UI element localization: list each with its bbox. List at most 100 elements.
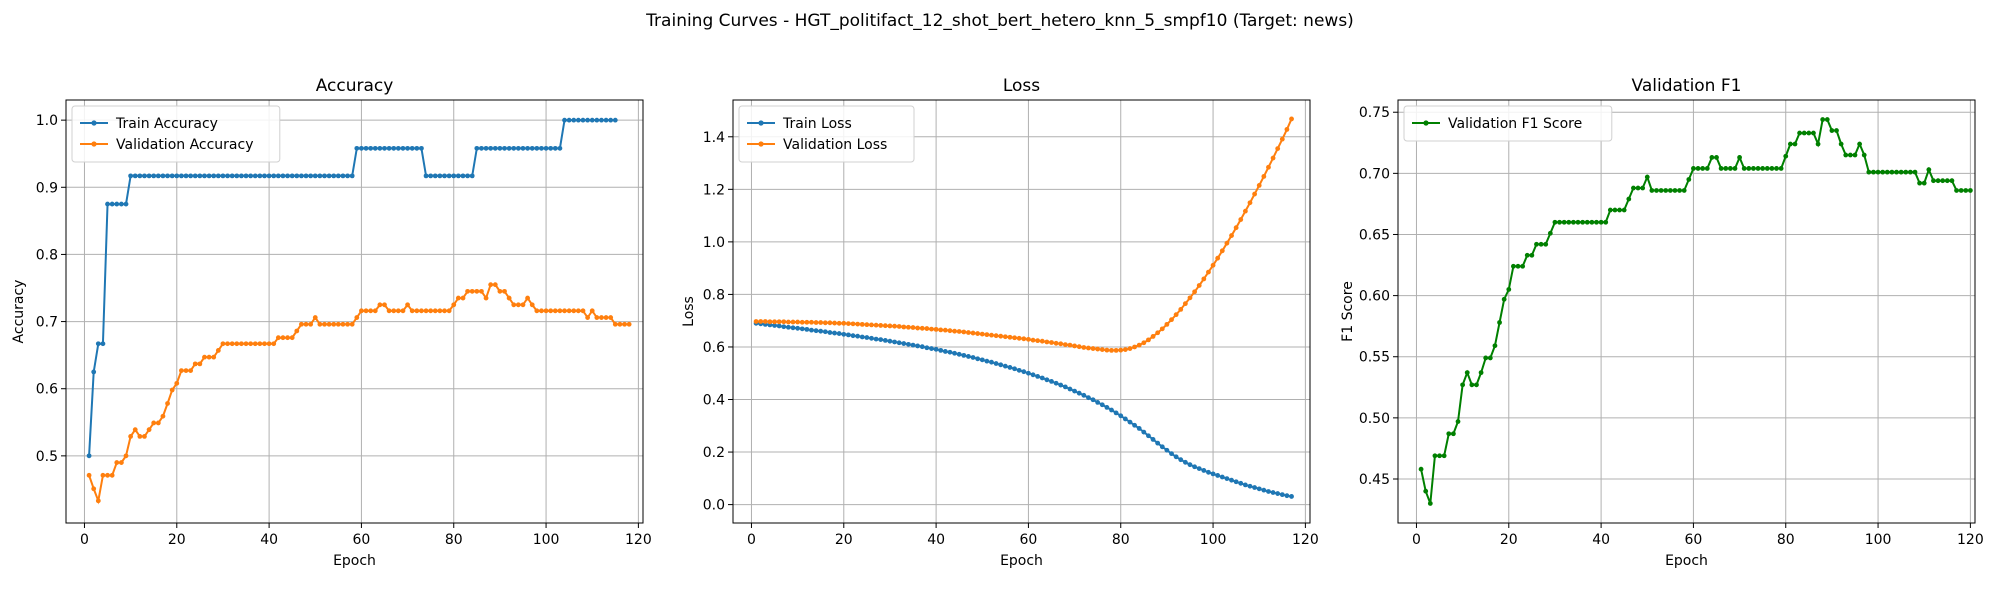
data-point <box>850 333 856 339</box>
data-point <box>377 145 383 151</box>
data-point <box>109 472 115 478</box>
legend: Train Accuracy Validation Accuracy <box>71 105 281 163</box>
data-point <box>511 302 517 308</box>
x-tick-label: 80 <box>445 532 463 548</box>
x-tick-label: 20 <box>835 532 853 548</box>
data-point <box>575 308 581 314</box>
y-tick-label: 0.6 <box>703 340 725 356</box>
data-point <box>114 201 120 207</box>
data-point <box>1917 180 1923 186</box>
data-point <box>622 321 627 327</box>
data-point <box>966 330 971 335</box>
data-point <box>1672 188 1678 193</box>
data-point <box>160 173 166 179</box>
data-point <box>543 145 549 151</box>
data-point <box>317 321 323 327</box>
y-tick-label: 0.9 <box>36 180 58 196</box>
data-point <box>919 344 925 350</box>
data-point <box>1233 225 1239 231</box>
data-point <box>566 308 572 314</box>
data-point <box>827 320 833 326</box>
data-point <box>989 332 994 338</box>
data-point <box>1755 166 1761 171</box>
data-point <box>1806 130 1812 136</box>
data-point <box>248 341 254 347</box>
data-point <box>993 361 999 366</box>
data-point <box>1021 336 1027 342</box>
data-point <box>1035 374 1041 379</box>
data-point <box>1159 326 1165 332</box>
data-point <box>372 308 378 314</box>
data-point <box>795 325 801 331</box>
data-point <box>603 315 609 320</box>
data-point <box>1667 188 1673 193</box>
data-point <box>1284 493 1290 499</box>
x-tick-label: 40 <box>260 532 278 548</box>
data-point <box>1099 347 1105 352</box>
data-point <box>1931 178 1936 184</box>
data-point <box>1834 128 1839 133</box>
data-point <box>1926 167 1932 173</box>
data-point <box>1256 182 1262 188</box>
data-point <box>442 173 447 179</box>
data-point <box>1002 334 1008 340</box>
data-point <box>589 308 595 314</box>
data-point <box>132 427 138 433</box>
y-tick-label: 0.75 <box>1359 105 1390 121</box>
data-point <box>460 173 466 179</box>
data-point <box>1127 346 1133 351</box>
data-point <box>1132 422 1137 428</box>
x-axis-label: Epoch <box>333 553 376 569</box>
data-point <box>1086 345 1091 351</box>
data-point <box>1058 341 1064 347</box>
x-axis-label: Epoch <box>1665 553 1708 569</box>
data-point <box>1150 437 1156 442</box>
data-point <box>275 173 281 179</box>
data-point <box>123 453 129 459</box>
data-point <box>1247 200 1253 206</box>
data-point <box>896 324 902 329</box>
data-point <box>1492 343 1498 349</box>
data-point <box>409 145 415 151</box>
data-point <box>1820 117 1826 122</box>
data-point <box>772 319 777 325</box>
data-point <box>322 173 327 179</box>
data-point <box>594 315 600 320</box>
data-point <box>1769 166 1775 171</box>
data-point <box>1487 355 1493 361</box>
data-point <box>562 117 567 123</box>
data-point <box>1109 347 1114 353</box>
data-point <box>100 341 106 347</box>
data-point <box>1691 166 1696 171</box>
data-point <box>262 173 267 179</box>
data-point <box>1247 483 1253 489</box>
data-point <box>869 335 874 341</box>
data-point <box>1967 188 1973 193</box>
data-point <box>952 328 957 334</box>
data-point <box>929 326 934 332</box>
data-point <box>1450 431 1456 437</box>
data-point <box>892 323 897 329</box>
data-point <box>511 145 517 151</box>
y-tick-label: 1.4 <box>703 130 725 146</box>
data-point <box>155 420 161 426</box>
data-point <box>225 173 230 179</box>
data-point <box>165 401 170 406</box>
data-point <box>1067 342 1073 348</box>
data-point <box>497 145 503 151</box>
y-axis-label: Accuracy <box>11 280 27 344</box>
data-point <box>1182 459 1188 465</box>
data-point <box>303 321 309 327</box>
data-point <box>859 334 865 340</box>
data-point <box>294 173 300 179</box>
data-point <box>515 145 521 151</box>
x-tick-label: 40 <box>927 532 945 548</box>
data-point <box>465 288 470 294</box>
data-point <box>1252 191 1258 197</box>
data-point <box>243 341 249 347</box>
data-point <box>359 145 364 151</box>
data-point <box>317 173 323 179</box>
data-point <box>1039 338 1045 344</box>
data-point <box>1201 276 1207 282</box>
